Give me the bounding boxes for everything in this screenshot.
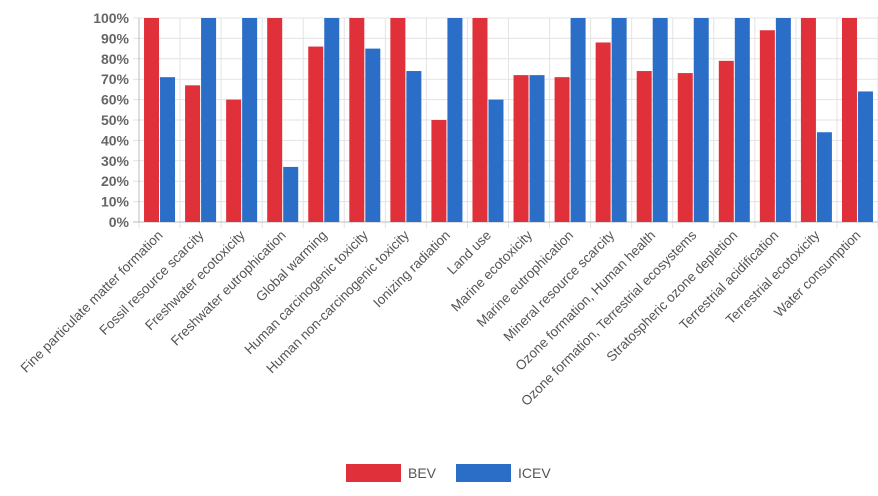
y-tick-label: 70%: [101, 71, 130, 87]
y-tick-label: 100%: [93, 10, 129, 26]
y-tick-label: 50%: [101, 112, 130, 128]
bar-bev-16[interactable]: [800, 18, 816, 222]
y-tick-label: 20%: [101, 173, 130, 189]
bars: [144, 18, 873, 223]
y-tick-label: 0%: [109, 214, 130, 230]
bar-bev-9[interactable]: [513, 75, 529, 223]
bar-icev-4[interactable]: [324, 18, 340, 222]
legend[interactable]: BEV ICEV: [346, 464, 551, 482]
bar-bev-17[interactable]: [841, 18, 857, 222]
bar-bev-6[interactable]: [390, 18, 406, 222]
legend-label-icev[interactable]: ICEV: [518, 465, 551, 481]
y-tick-label: 40%: [101, 132, 130, 148]
x-tick-label: Global warming: [253, 228, 330, 305]
bar-bev-13[interactable]: [677, 73, 693, 222]
x-tick-label: Ionizing radiation: [370, 228, 453, 311]
bar-icev-10[interactable]: [570, 18, 586, 222]
y-tick-label: 80%: [101, 51, 130, 67]
bar-bev-11[interactable]: [595, 42, 611, 223]
bar-icev-3[interactable]: [283, 166, 299, 222]
bar-bev-14[interactable]: [718, 60, 734, 223]
bar-bev-5[interactable]: [349, 18, 365, 222]
y-tick-label: 30%: [101, 153, 130, 169]
y-tick-label: 60%: [101, 92, 130, 108]
y-tick-labels: 0% 10% 20% 30% 40% 50% 60% 70% 80% 90% 100%: [93, 10, 129, 230]
bar-bev-1[interactable]: [185, 85, 201, 222]
axes: [133, 18, 878, 223]
bar-icev-15[interactable]: [775, 18, 791, 222]
bar-bev-8[interactable]: [472, 18, 488, 222]
bar-icev-9[interactable]: [529, 75, 545, 223]
y-tick-label: 10%: [101, 194, 130, 210]
bar-icev-5[interactable]: [365, 48, 381, 222]
bar-bev-15[interactable]: [759, 30, 775, 222]
bar-icev-17[interactable]: [857, 91, 873, 222]
legend-swatch-icev[interactable]: [456, 464, 511, 482]
bar-bev-3[interactable]: [267, 18, 283, 222]
y-tick-label: 90%: [101, 30, 130, 46]
bar-bev-4[interactable]: [308, 46, 324, 223]
bar-icev-7[interactable]: [447, 18, 463, 222]
bar-bev-2[interactable]: [226, 99, 242, 222]
x-tick-labels: Fine particulate matter formationFossil …: [18, 227, 864, 408]
bar-icev-16[interactable]: [816, 132, 832, 222]
legend-swatch-bev[interactable]: [346, 464, 401, 482]
bar-bev-7[interactable]: [431, 120, 447, 222]
bar-icev-11[interactable]: [611, 18, 627, 222]
x-tick-label: Fine particulate matter formation: [18, 228, 166, 376]
bar-icev-12[interactable]: [652, 18, 668, 222]
bar-bev-10[interactable]: [554, 77, 570, 222]
bar-icev-8[interactable]: [488, 99, 504, 222]
bar-bev-0[interactable]: [144, 18, 160, 222]
bar-icev-13[interactable]: [693, 18, 709, 222]
bar-icev-1[interactable]: [201, 18, 217, 222]
bar-icev-2[interactable]: [242, 18, 258, 222]
legend-label-bev[interactable]: BEV: [408, 465, 437, 481]
bar-icev-6[interactable]: [406, 71, 422, 222]
bar-bev-12[interactable]: [636, 71, 652, 222]
bar-icev-14[interactable]: [734, 18, 750, 222]
bar-icev-0[interactable]: [160, 77, 176, 222]
